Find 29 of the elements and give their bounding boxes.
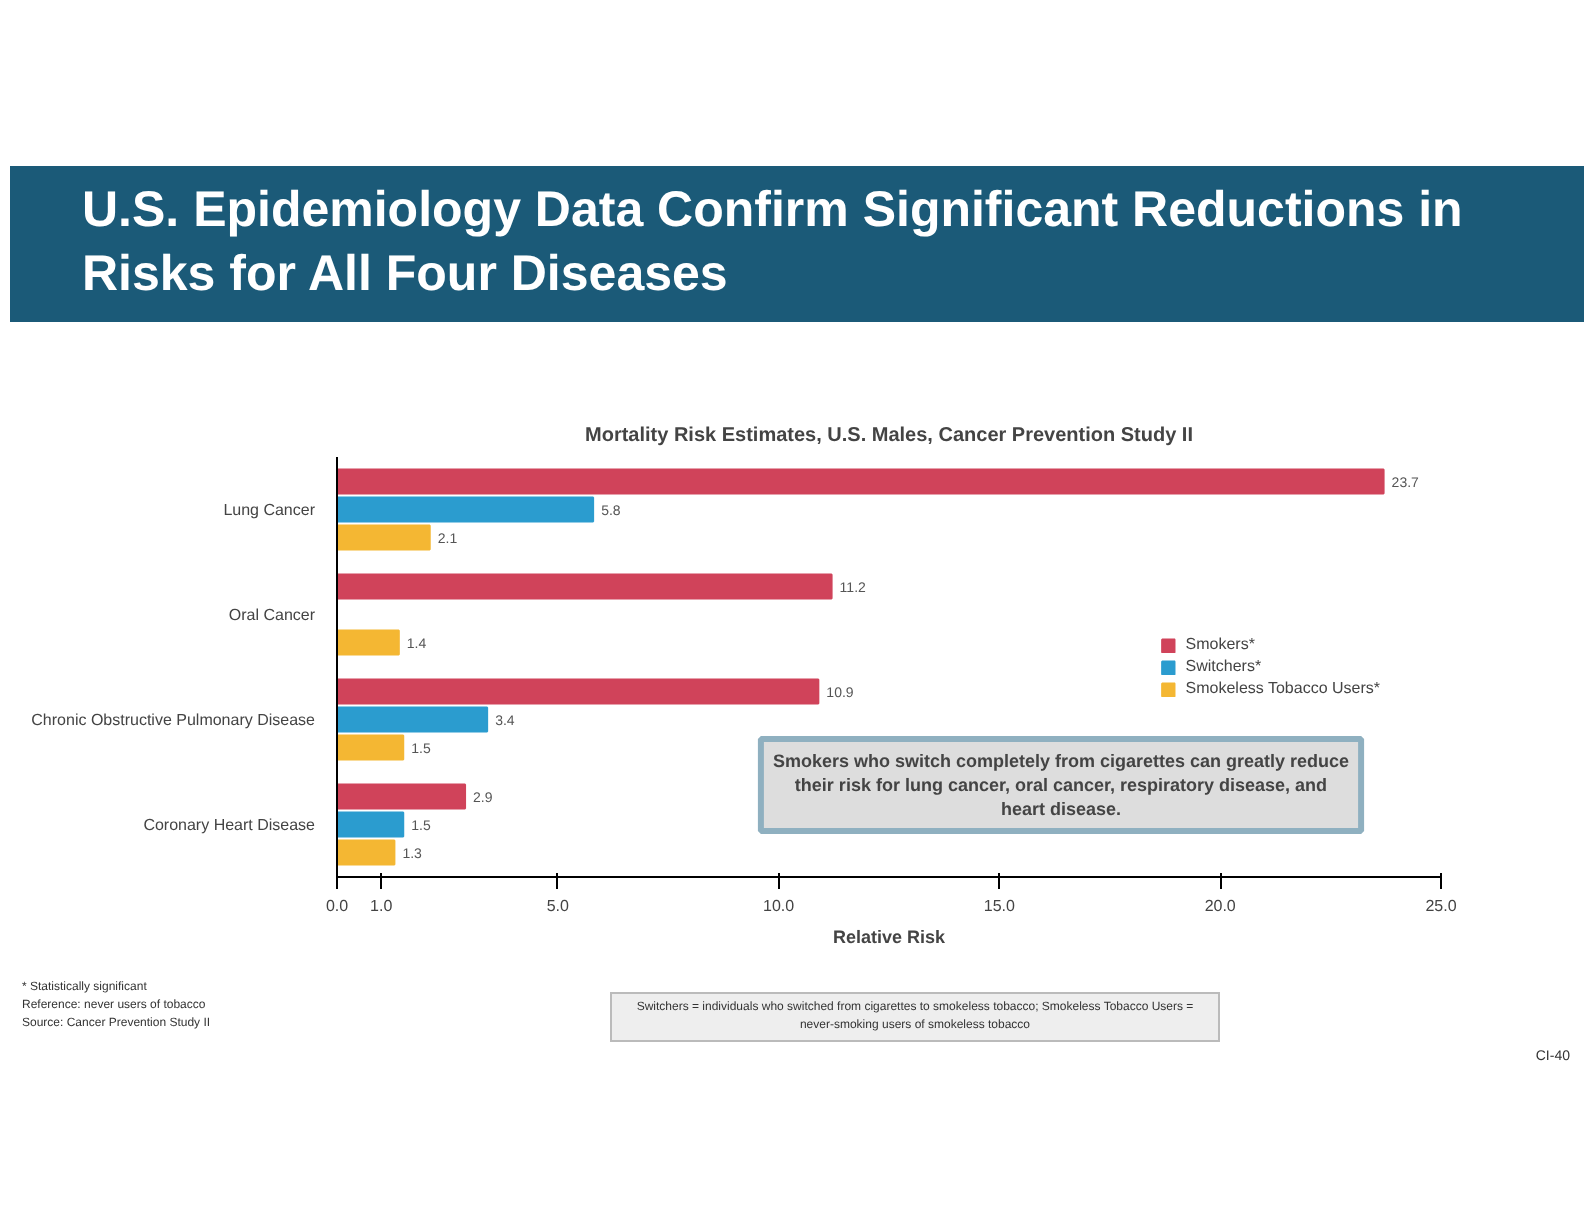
bar [337, 678, 820, 705]
x-tick-label: 5.0 [546, 897, 571, 915]
x-tick-label: 10.0 [763, 897, 796, 915]
x-tick-label: 20.0 [1204, 897, 1237, 915]
bar [337, 783, 467, 810]
y-tick-label: Oral Cancer [228, 605, 316, 624]
x-axis-title: Relative Risk [832, 927, 948, 947]
y-tick-label: Coronary Heart Disease [143, 815, 317, 834]
bar [337, 573, 833, 600]
x-tick-label: 15.0 [983, 897, 1017, 915]
bar [337, 734, 405, 761]
x-tick-label: 0.0 [325, 897, 350, 915]
y-tick-label: Lung Cancer [223, 500, 316, 519]
bar [337, 524, 431, 551]
legend-label: Switchers* [1185, 657, 1262, 675]
annotation: Smokers who switch completely from cigarettes can greatly reduce their risk for lung cancer, oral cancer, respiratory disease, and heart disease. [772, 751, 1350, 819]
bar [337, 468, 1385, 495]
bar [337, 839, 396, 866]
bar [337, 706, 489, 733]
x-tick-label: 1.0 [370, 897, 394, 915]
x-tick-label: 25.0 [1425, 897, 1458, 915]
y-tick-label: Chronic Obstructive Pulmonary Disease [31, 710, 317, 729]
bar [337, 496, 595, 523]
chart-title: U.S. Epidemiology Data Confirm Significant Reductions in Risks for All Four Diseases [82, 180, 1465, 306]
bar [337, 811, 405, 838]
legend-label: Smokeless Tobacco Users* [1185, 679, 1380, 697]
legend-label: Smokers* [1185, 635, 1255, 653]
chart-subtitle: Mortality Risk Estimates, U.S. Males, Cancer Prevention Study II [585, 425, 1194, 447]
bar [337, 629, 400, 656]
